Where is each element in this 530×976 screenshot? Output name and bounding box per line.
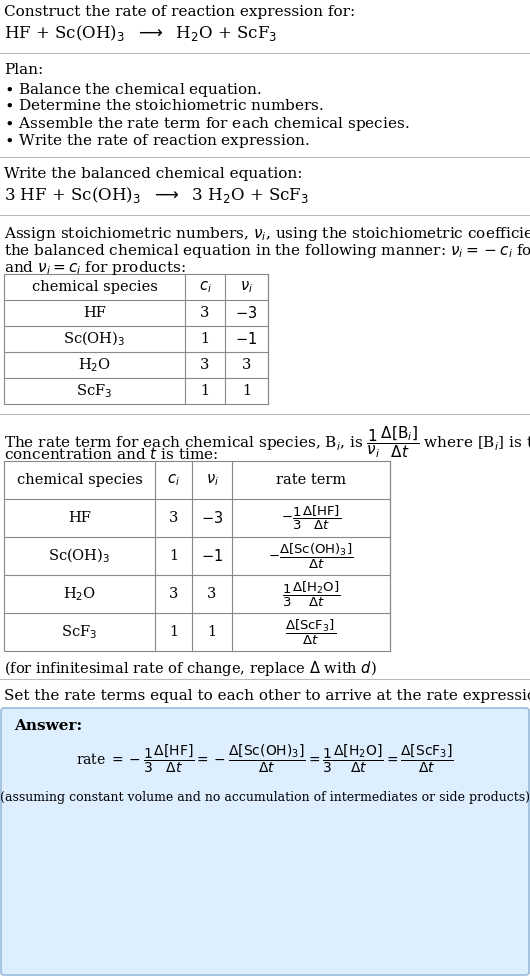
Text: H$_2$O: H$_2$O	[63, 586, 96, 603]
Text: ScF$_3$: ScF$_3$	[76, 383, 112, 400]
Text: $-3$: $-3$	[201, 510, 223, 526]
Text: (for infinitesimal rate of change, replace $\Delta$ with $d$): (for infinitesimal rate of change, repla…	[4, 659, 377, 678]
Text: $-\dfrac{1}{3}\dfrac{\Delta[\mathrm{HF}]}{\Delta t}$: $-\dfrac{1}{3}\dfrac{\Delta[\mathrm{HF}]…	[281, 504, 341, 532]
FancyBboxPatch shape	[1, 708, 529, 975]
Bar	[4, 274, 268, 404]
Text: $-1$: $-1$	[235, 331, 258, 347]
Text: $\dfrac{1}{3}\dfrac{\Delta[\mathrm{H_2O}]}{\Delta t}$: $\dfrac{1}{3}\dfrac{\Delta[\mathrm{H_2O}…	[282, 580, 340, 609]
Text: $c_i$: $c_i$	[199, 279, 211, 295]
Text: $-1$: $-1$	[201, 548, 223, 564]
Text: Answer:: Answer:	[14, 719, 82, 733]
Text: $-3$: $-3$	[235, 305, 258, 321]
Text: HF: HF	[68, 511, 91, 525]
Text: 3: 3	[169, 511, 178, 525]
Text: chemical species: chemical species	[32, 280, 157, 294]
Text: (assuming constant volume and no accumulation of intermediates or side products): (assuming constant volume and no accumul…	[0, 791, 530, 804]
Text: $\dfrac{\Delta[\mathrm{ScF_3}]}{\Delta t}$: $\dfrac{\Delta[\mathrm{ScF_3}]}{\Delta t…	[286, 618, 337, 647]
Text: rate $= -\dfrac{1}{3}\dfrac{\Delta[\mathrm{HF}]}{\Delta t} = -\dfrac{\Delta[\mat: rate $= -\dfrac{1}{3}\dfrac{\Delta[\math…	[76, 743, 454, 775]
Text: The rate term for each chemical species, B$_i$, is $\dfrac{1}{\nu_i}\dfrac{\Delt: The rate term for each chemical species,…	[4, 424, 530, 460]
Text: Sc(OH)$_3$: Sc(OH)$_3$	[64, 330, 126, 348]
Text: 3: 3	[169, 587, 178, 601]
Text: ScF$_3$: ScF$_3$	[61, 623, 98, 641]
Text: $\nu_i$: $\nu_i$	[240, 279, 253, 295]
Text: 1: 1	[169, 549, 178, 563]
Text: H$_2$O: H$_2$O	[78, 356, 111, 374]
Text: $\bullet$ Determine the stoichiometric numbers.: $\bullet$ Determine the stoichiometric n…	[4, 98, 324, 113]
Text: 3: 3	[207, 587, 217, 601]
Text: Assign stoichiometric numbers, $\nu_i$, using the stoichiometric coefficients, $: Assign stoichiometric numbers, $\nu_i$, …	[4, 225, 530, 243]
Text: 1: 1	[207, 625, 217, 639]
Text: 1: 1	[169, 625, 178, 639]
Text: $\nu_i$: $\nu_i$	[206, 472, 218, 488]
Text: rate term: rate term	[276, 473, 346, 487]
Text: 1: 1	[200, 332, 209, 346]
Text: HF: HF	[83, 306, 106, 320]
Text: Construct the rate of reaction expression for:: Construct the rate of reaction expressio…	[4, 5, 355, 19]
Text: HF + Sc(OH)$_3$  $\longrightarrow$  H$_2$O + ScF$_3$: HF + Sc(OH)$_3$ $\longrightarrow$ H$_2$O…	[4, 23, 278, 43]
Bar	[4, 461, 390, 651]
Text: Plan:: Plan:	[4, 63, 43, 77]
Text: $\bullet$ Balance the chemical equation.: $\bullet$ Balance the chemical equation.	[4, 81, 262, 99]
Text: and $\nu_i = c_i$ for products:: and $\nu_i = c_i$ for products:	[4, 259, 186, 277]
Text: 3: 3	[200, 358, 210, 372]
Text: Sc(OH)$_3$: Sc(OH)$_3$	[48, 547, 111, 565]
Text: $\bullet$ Assemble the rate term for each chemical species.: $\bullet$ Assemble the rate term for eac…	[4, 115, 410, 133]
Text: 3 HF + Sc(OH)$_3$  $\longrightarrow$  3 H$_2$O + ScF$_3$: 3 HF + Sc(OH)$_3$ $\longrightarrow$ 3 H$…	[4, 185, 309, 205]
Text: $c_i$: $c_i$	[167, 472, 180, 488]
Text: $\bullet$ Write the rate of reaction expression.: $\bullet$ Write the rate of reaction exp…	[4, 132, 310, 150]
Text: 1: 1	[200, 384, 209, 398]
Text: concentration and $t$ is time:: concentration and $t$ is time:	[4, 446, 218, 462]
Text: $-\dfrac{\Delta[\mathrm{Sc(OH)_3}]}{\Delta t}$: $-\dfrac{\Delta[\mathrm{Sc(OH)_3}]}{\Del…	[268, 542, 354, 571]
Text: 1: 1	[242, 384, 251, 398]
Text: 3: 3	[242, 358, 251, 372]
Text: Set the rate terms equal to each other to arrive at the rate expression:: Set the rate terms equal to each other t…	[4, 689, 530, 703]
Text: chemical species: chemical species	[16, 473, 143, 487]
Text: 3: 3	[200, 306, 210, 320]
Text: the balanced chemical equation in the following manner: $\nu_i = -c_i$ for react: the balanced chemical equation in the fo…	[4, 242, 530, 260]
Text: Write the balanced chemical equation:: Write the balanced chemical equation:	[4, 167, 303, 181]
